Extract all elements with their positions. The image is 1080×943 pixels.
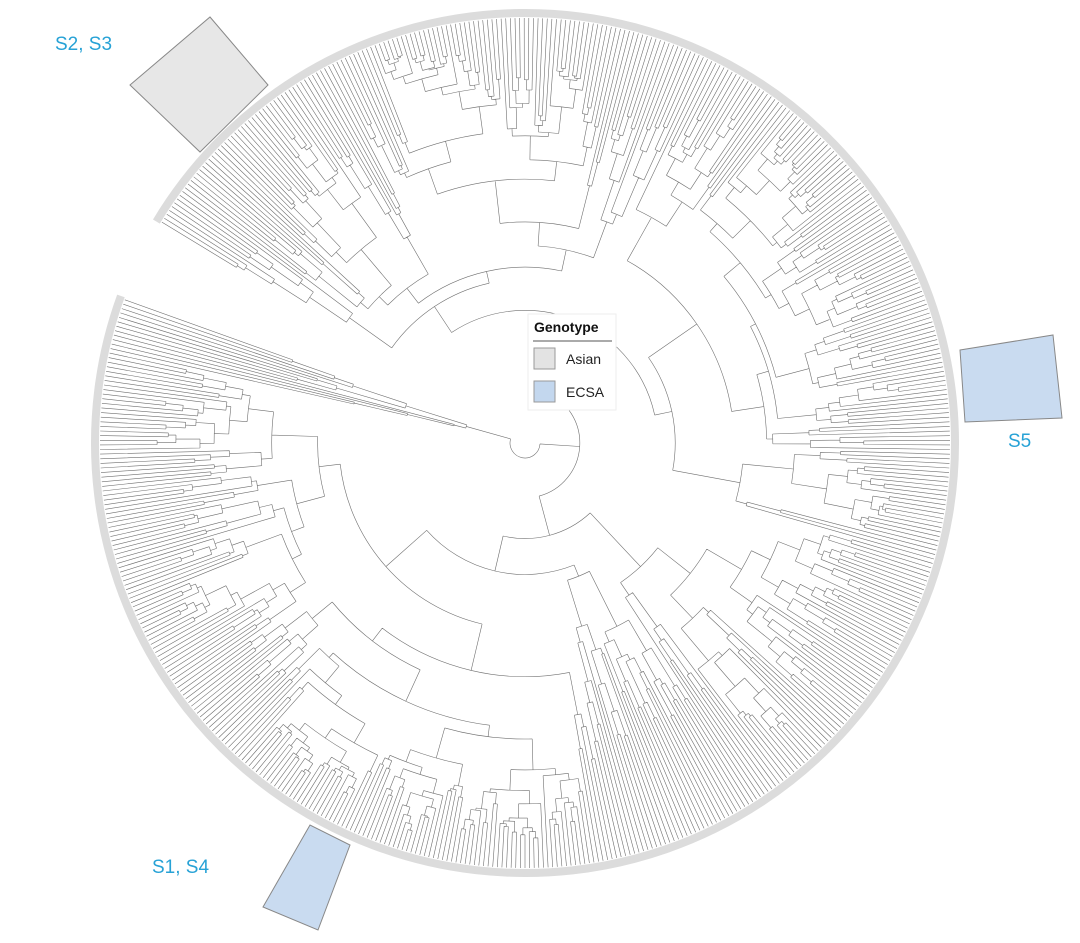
legend-swatch	[533, 347, 556, 370]
tree-branches	[99, 17, 951, 869]
legend-swatch	[533, 380, 556, 403]
tip-ring	[91, 9, 959, 877]
legend-label: ECSA	[566, 384, 605, 400]
tree	[91, 9, 959, 877]
legend: Genotype Asian ECSA	[527, 313, 617, 411]
clade-label: S1, S4	[152, 857, 209, 878]
ecsa-highlight	[262, 824, 351, 931]
clade-label: S2, S3	[55, 34, 112, 55]
clade-label: S5	[1008, 431, 1031, 452]
legend-label: Asian	[566, 351, 601, 367]
asian-highlight	[129, 16, 269, 153]
legend-title: Genotype	[534, 319, 599, 335]
ecsa-highlight	[959, 334, 1063, 423]
